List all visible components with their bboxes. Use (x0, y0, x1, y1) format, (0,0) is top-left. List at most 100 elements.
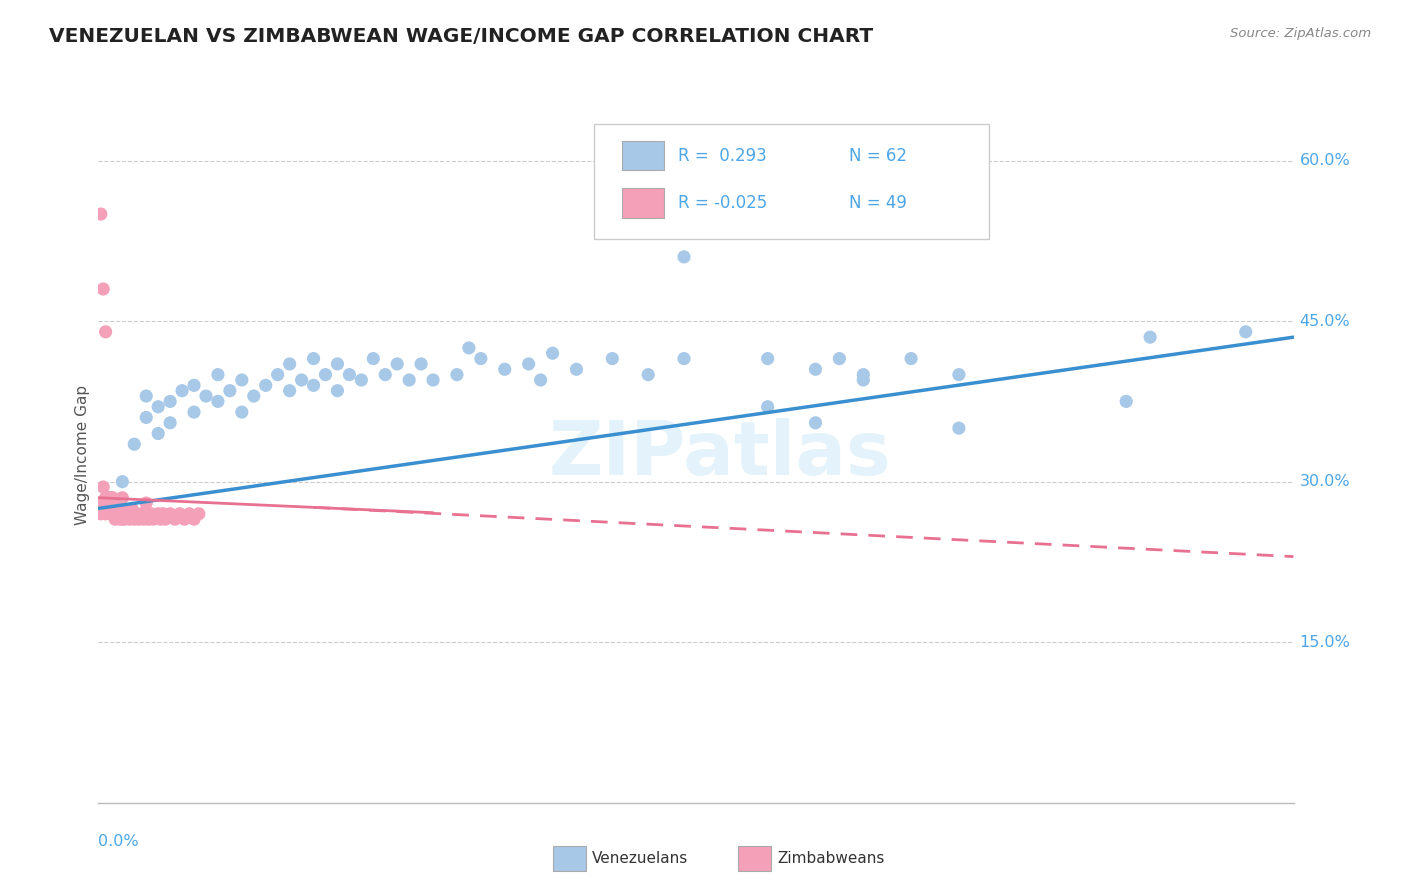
Point (128, 512, 150, 526)
Point (91, 282, 114, 296)
Point (183, 378, 205, 392)
Point (115, 507, 138, 521)
Point (948, 421, 970, 435)
Point (90, 507, 112, 521)
Text: 60.0%: 60.0% (1299, 153, 1350, 168)
Point (159, 416, 181, 430)
Point (852, 373, 875, 387)
Point (135, 410, 157, 425)
Point (422, 373, 444, 387)
Point (114, 512, 136, 526)
Point (107, 496, 129, 510)
Point (108, 512, 131, 526)
Point (183, 405, 205, 419)
Point (104, 501, 127, 516)
Point (97, 501, 120, 516)
Point (172, 384, 194, 398)
Point (494, 362, 516, 376)
Point (1139, 330, 1161, 344)
FancyBboxPatch shape (553, 846, 586, 871)
FancyBboxPatch shape (621, 141, 664, 170)
Point (363, 351, 385, 366)
Point (374, 368, 396, 382)
Point (91, 480, 114, 494)
Point (149, 512, 172, 526)
Point (97, 491, 120, 505)
Text: Venezuelans: Venezuelans (592, 851, 689, 866)
Point (337, 368, 360, 382)
Point (948, 368, 970, 382)
Point (302, 378, 325, 392)
Point (267, 368, 290, 382)
Point (98, 491, 122, 505)
Point (385, 357, 409, 371)
Point (470, 351, 492, 366)
Text: 30.0%: 30.0% (1299, 475, 1350, 489)
Point (159, 507, 181, 521)
Point (541, 346, 564, 360)
Point (254, 378, 277, 392)
Point (637, 368, 659, 382)
Point (187, 507, 209, 521)
Point (231, 373, 253, 387)
Point (446, 368, 468, 382)
Text: R =  0.293: R = 0.293 (678, 147, 766, 165)
Point (565, 362, 588, 376)
Point (529, 373, 551, 387)
Point (411, 357, 433, 371)
Point (278, 384, 301, 398)
Point (290, 373, 312, 387)
Point (111, 491, 134, 505)
Point (756, 351, 779, 366)
Point (900, 351, 922, 366)
Text: VENEZUELAN VS ZIMBABWEAN WAGE/INCOME GAP CORRELATION CHART: VENEZUELAN VS ZIMBABWEAN WAGE/INCOME GAP… (49, 27, 873, 45)
Point (155, 512, 177, 526)
Point (98, 496, 122, 510)
FancyBboxPatch shape (595, 124, 988, 239)
Point (148, 426, 170, 441)
Point (107, 507, 129, 521)
Point (111, 512, 134, 526)
Text: 0.0%: 0.0% (98, 834, 139, 849)
Point (194, 389, 217, 403)
Text: 15.0%: 15.0% (1299, 635, 1350, 649)
Point (302, 351, 325, 366)
Text: 45.0%: 45.0% (1299, 314, 1350, 328)
Point (219, 384, 242, 398)
Point (108, 501, 131, 516)
Point (1115, 394, 1137, 409)
Point (121, 501, 143, 516)
Text: Zimbabweans: Zimbabweans (778, 851, 884, 866)
Text: N = 49: N = 49 (849, 194, 907, 212)
Point (142, 512, 165, 526)
Point (139, 507, 162, 521)
Text: ZIPatlas: ZIPatlas (548, 418, 891, 491)
Point (138, 512, 160, 526)
Point (278, 357, 301, 371)
Point (183, 512, 205, 526)
Point (148, 400, 170, 414)
Text: Source: ZipAtlas.com: Source: ZipAtlas.com (1230, 27, 1371, 40)
Point (111, 475, 134, 489)
Point (118, 512, 141, 526)
Point (243, 389, 266, 403)
Point (1234, 325, 1257, 339)
FancyBboxPatch shape (738, 846, 772, 871)
Point (163, 512, 186, 526)
Point (104, 512, 127, 526)
Point (135, 496, 157, 510)
Point (124, 437, 146, 451)
Point (131, 507, 153, 521)
Point (101, 501, 124, 516)
Point (673, 250, 696, 264)
Point (517, 357, 540, 371)
Point (152, 507, 174, 521)
Point (98, 491, 122, 505)
Point (326, 357, 349, 371)
Point (326, 384, 349, 398)
Point (132, 512, 155, 526)
Point (673, 351, 696, 366)
Point (852, 368, 875, 382)
Point (101, 491, 124, 505)
Y-axis label: Wage/Income Gap: Wage/Income Gap (75, 384, 90, 525)
